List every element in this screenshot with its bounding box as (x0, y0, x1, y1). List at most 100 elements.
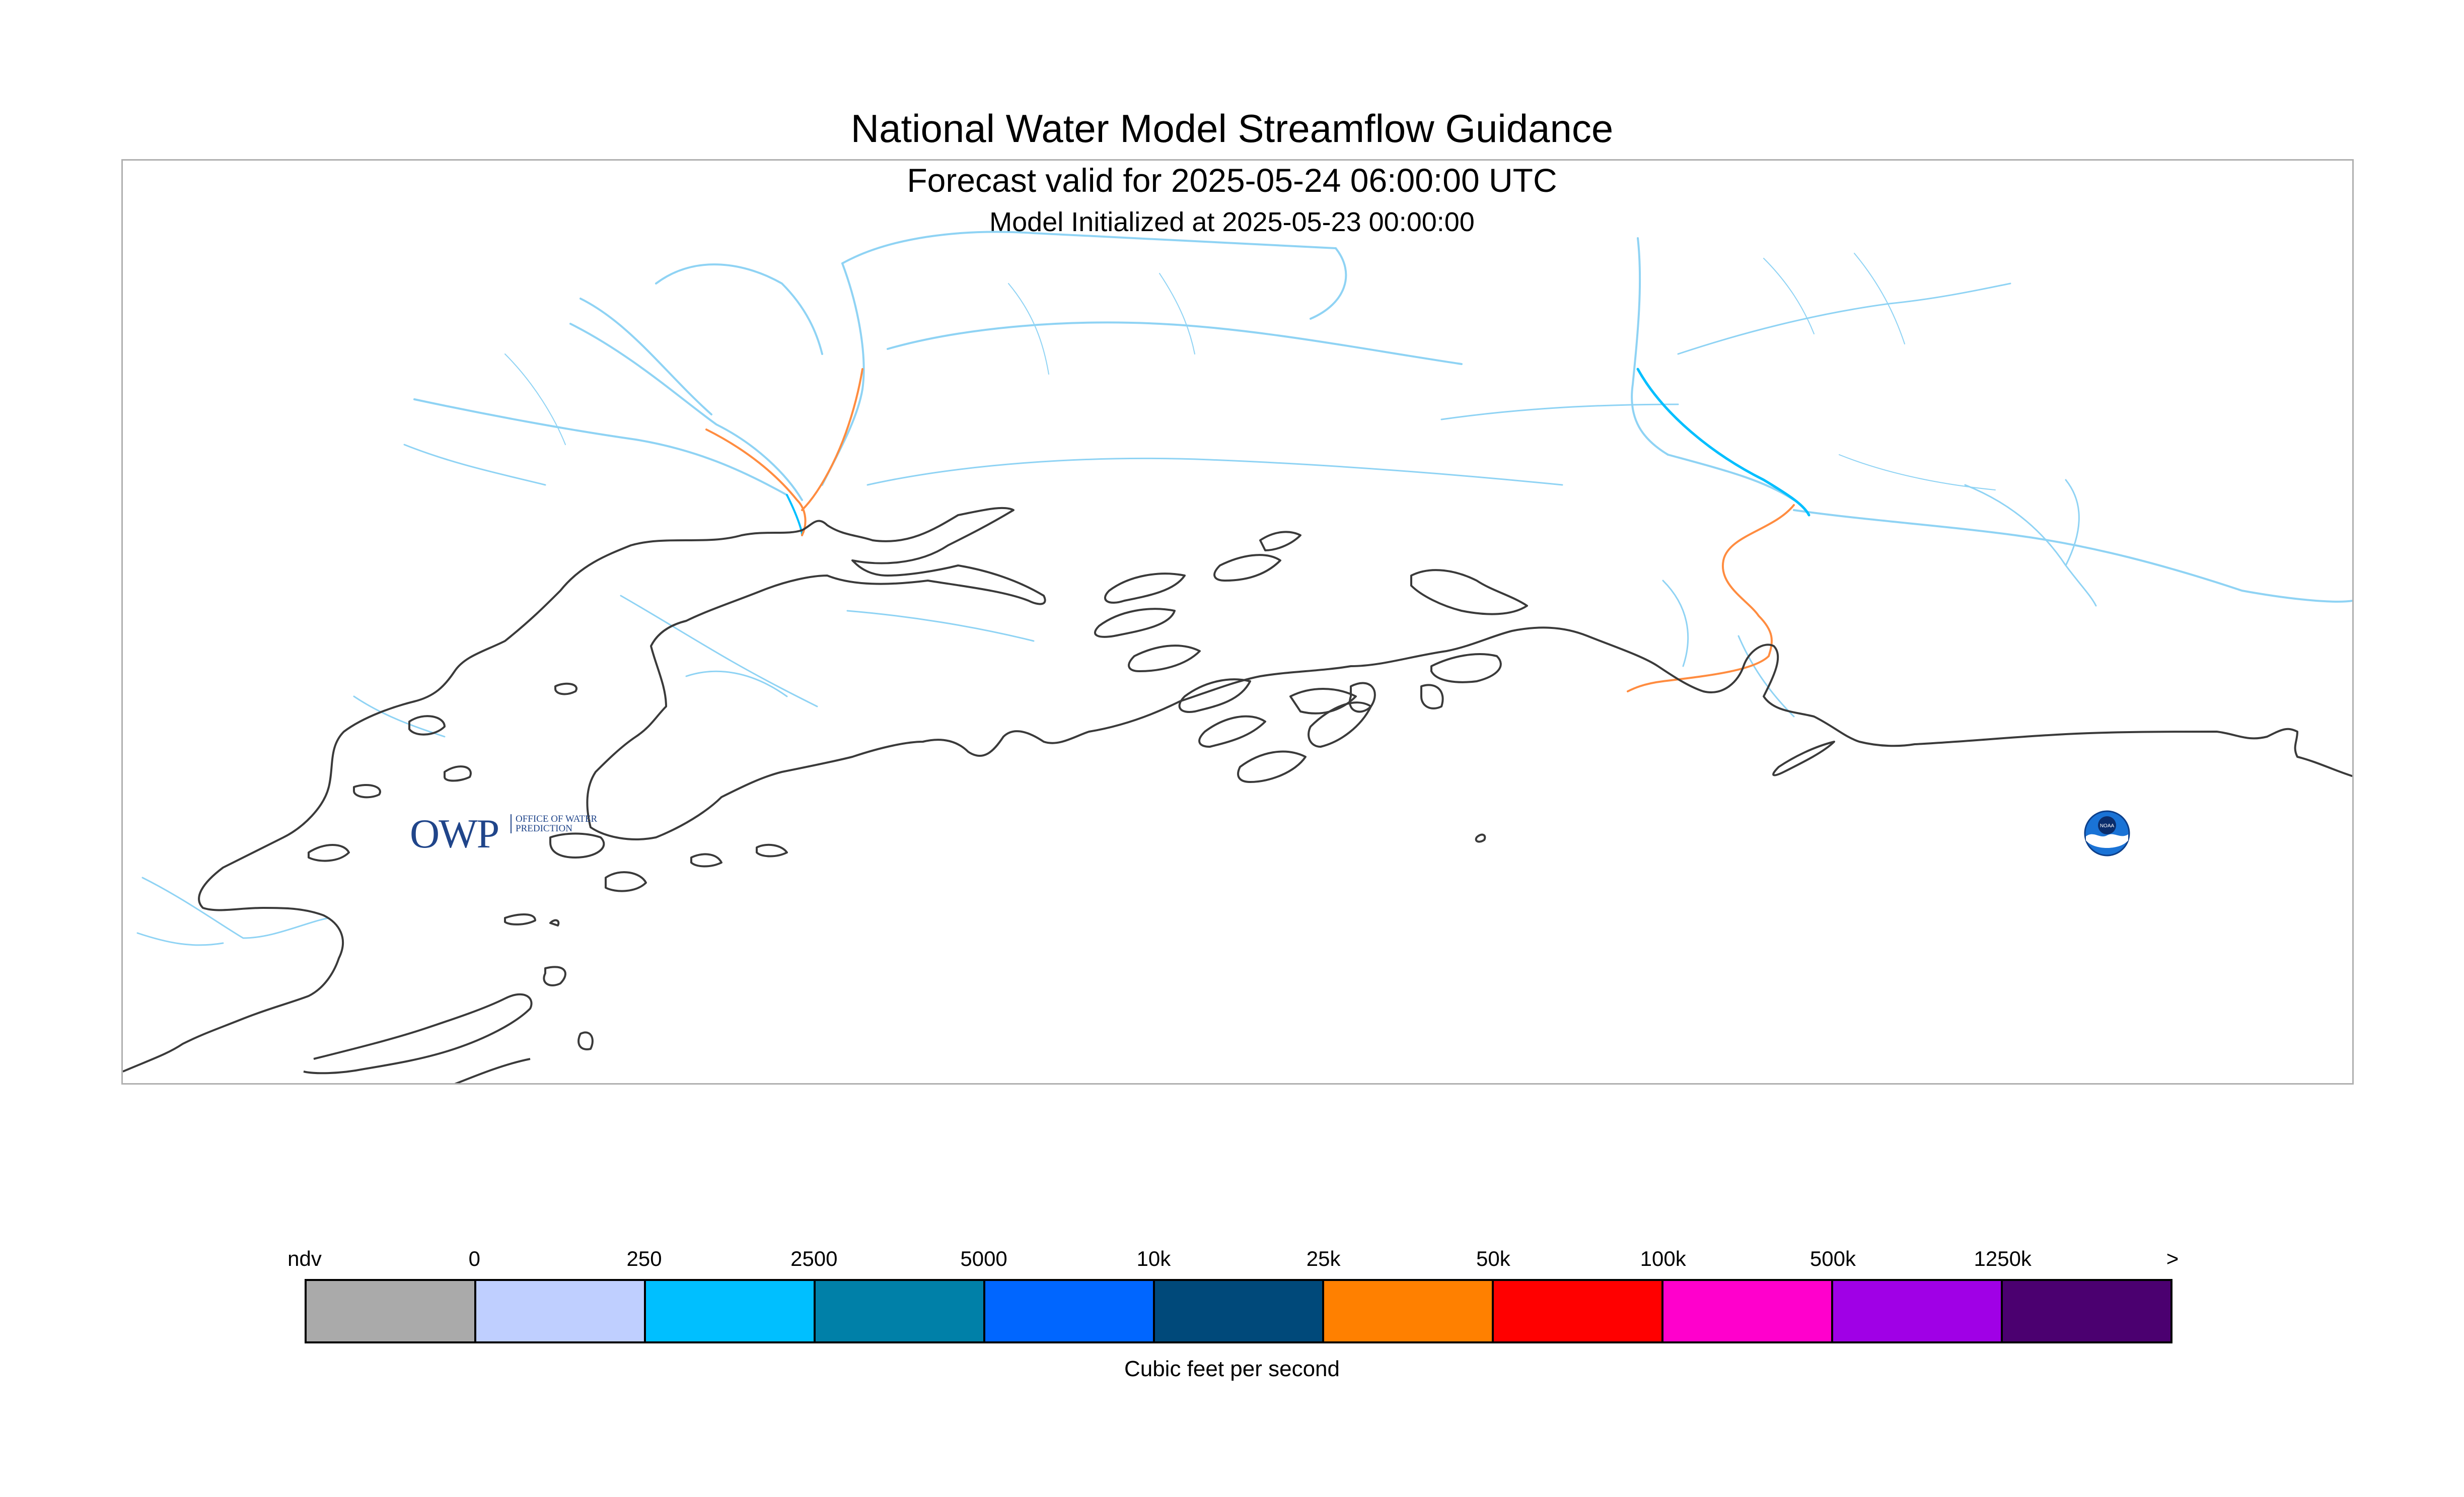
river-segment (1440, 403, 1679, 420)
river-segment (413, 398, 788, 496)
coastline-island (543, 966, 566, 986)
coastline-island (577, 1031, 594, 1050)
legend-swatch (1494, 1281, 1664, 1341)
coastline-island (1104, 573, 1186, 604)
river-segment (841, 231, 1337, 264)
river-segment (887, 321, 1463, 365)
coastline-island (1772, 741, 1835, 776)
legend-tick-label: > (2166, 1247, 2179, 1270)
river-segment (866, 457, 1563, 486)
river-segment (1310, 247, 1347, 320)
river-segment (685, 670, 788, 697)
river-segment (846, 610, 1035, 642)
river-segment (579, 298, 712, 415)
river-segment-high-flow (1627, 504, 1795, 692)
streamflow-map (123, 231, 2352, 1083)
coastline-island (554, 682, 577, 695)
legend-swatch (307, 1281, 476, 1341)
river-network (136, 231, 2352, 946)
map-title: National Water Model Streamflow Guidance (850, 106, 1614, 151)
owp-logo: OWP OFFICE OF WATER PREDICTION (410, 810, 621, 871)
river-segment (1854, 253, 1905, 344)
river-segment (1737, 635, 1795, 718)
legend-swatch (1663, 1281, 1834, 1341)
legend-tick-label: 500k (1809, 1247, 1856, 1270)
legend-tick-label: 25k (1306, 1247, 1341, 1270)
color-legend (305, 1279, 2172, 1343)
coastline-island (444, 765, 472, 782)
river-segment (569, 323, 803, 501)
coastline-island (353, 783, 381, 799)
coastline-island (1410, 569, 1528, 615)
coastline-island (408, 715, 446, 736)
coastline-island (1475, 833, 1486, 843)
map-frame: OWP OFFICE OF WATER PREDICTION NOAA (121, 159, 2354, 1085)
legend-swatch (815, 1281, 985, 1341)
legend-swatch (1324, 1281, 1494, 1341)
river-segment (1159, 273, 1195, 354)
coastline-island (1349, 682, 1376, 713)
legend-tick-label: ndv (287, 1247, 322, 1270)
legend-tick-label: 50k (1476, 1247, 1510, 1270)
coastline-island (308, 844, 350, 862)
coastline-mainland (123, 507, 2352, 1073)
river-segment (1662, 580, 1689, 667)
legend-tick-label: 10k (1136, 1247, 1171, 1270)
river-segment (141, 877, 330, 939)
coastline-island (605, 871, 647, 892)
river-segment (1677, 282, 2011, 355)
coastline-island (1308, 701, 1372, 748)
legend-swatch (476, 1281, 646, 1341)
legend-tick-label: 5000 (960, 1247, 1007, 1270)
legend-swatch (1154, 1281, 1325, 1341)
coastline-island (1430, 653, 1502, 683)
river-segment (2065, 479, 2080, 566)
legend-swatch (645, 1281, 816, 1341)
coastline-island (1198, 715, 1266, 748)
coastline-island (1213, 554, 1281, 582)
river-segment (504, 353, 566, 445)
river-segment (1964, 484, 2097, 607)
river-segment (1839, 454, 1996, 490)
river-segment (136, 932, 224, 946)
coastline-island (303, 993, 533, 1075)
coastline (123, 507, 2352, 1083)
noaa-logo-text: NOAA (2100, 823, 2115, 829)
legend-swatch (985, 1281, 1155, 1341)
river-segment-high-flow (705, 429, 807, 536)
legend-tick-label: 100k (1640, 1247, 1686, 1270)
legend-tick-label: 250 (626, 1247, 662, 1270)
legend-swatch (1833, 1281, 2003, 1341)
coastline-island (1259, 531, 1301, 551)
noaa-logo-icon: NOAA (2084, 810, 2130, 857)
river-segment (403, 444, 546, 486)
legend-tick-label: 0 (468, 1247, 480, 1270)
river-segment-high-flow (801, 368, 863, 511)
model-init-time: Model Initialized at 2025-05-23 00:00:00 (989, 207, 1475, 237)
legend-tick-label: 1250k (1974, 1247, 2032, 1270)
coastline-island (690, 853, 722, 868)
coastline-island (1128, 645, 1201, 672)
river-segment (620, 595, 818, 707)
river-segment (821, 262, 865, 486)
coastline-island (549, 919, 560, 926)
coastline-island (1178, 678, 1251, 713)
coastline-island (1420, 684, 1444, 709)
coastline-island (1237, 750, 1307, 783)
river-segment (655, 263, 823, 355)
river-segment (1793, 509, 2352, 603)
owp-logo-text: OFFICE OF WATER PREDICTION (511, 814, 616, 833)
owp-logo-letters: OWP (410, 811, 499, 857)
river-segment (1636, 368, 1810, 517)
legend-swatch (2003, 1281, 2170, 1341)
river-segment (786, 494, 803, 536)
river-segment (1008, 283, 1049, 375)
coastline-island (756, 843, 788, 858)
coastline-island (454, 1058, 531, 1083)
coastline-island (1289, 688, 1357, 715)
coastline-island (549, 832, 605, 859)
river-segment (1667, 454, 1795, 501)
river-segment (1631, 237, 1669, 456)
river-segment (1763, 258, 1815, 334)
coastline-island (504, 913, 536, 925)
